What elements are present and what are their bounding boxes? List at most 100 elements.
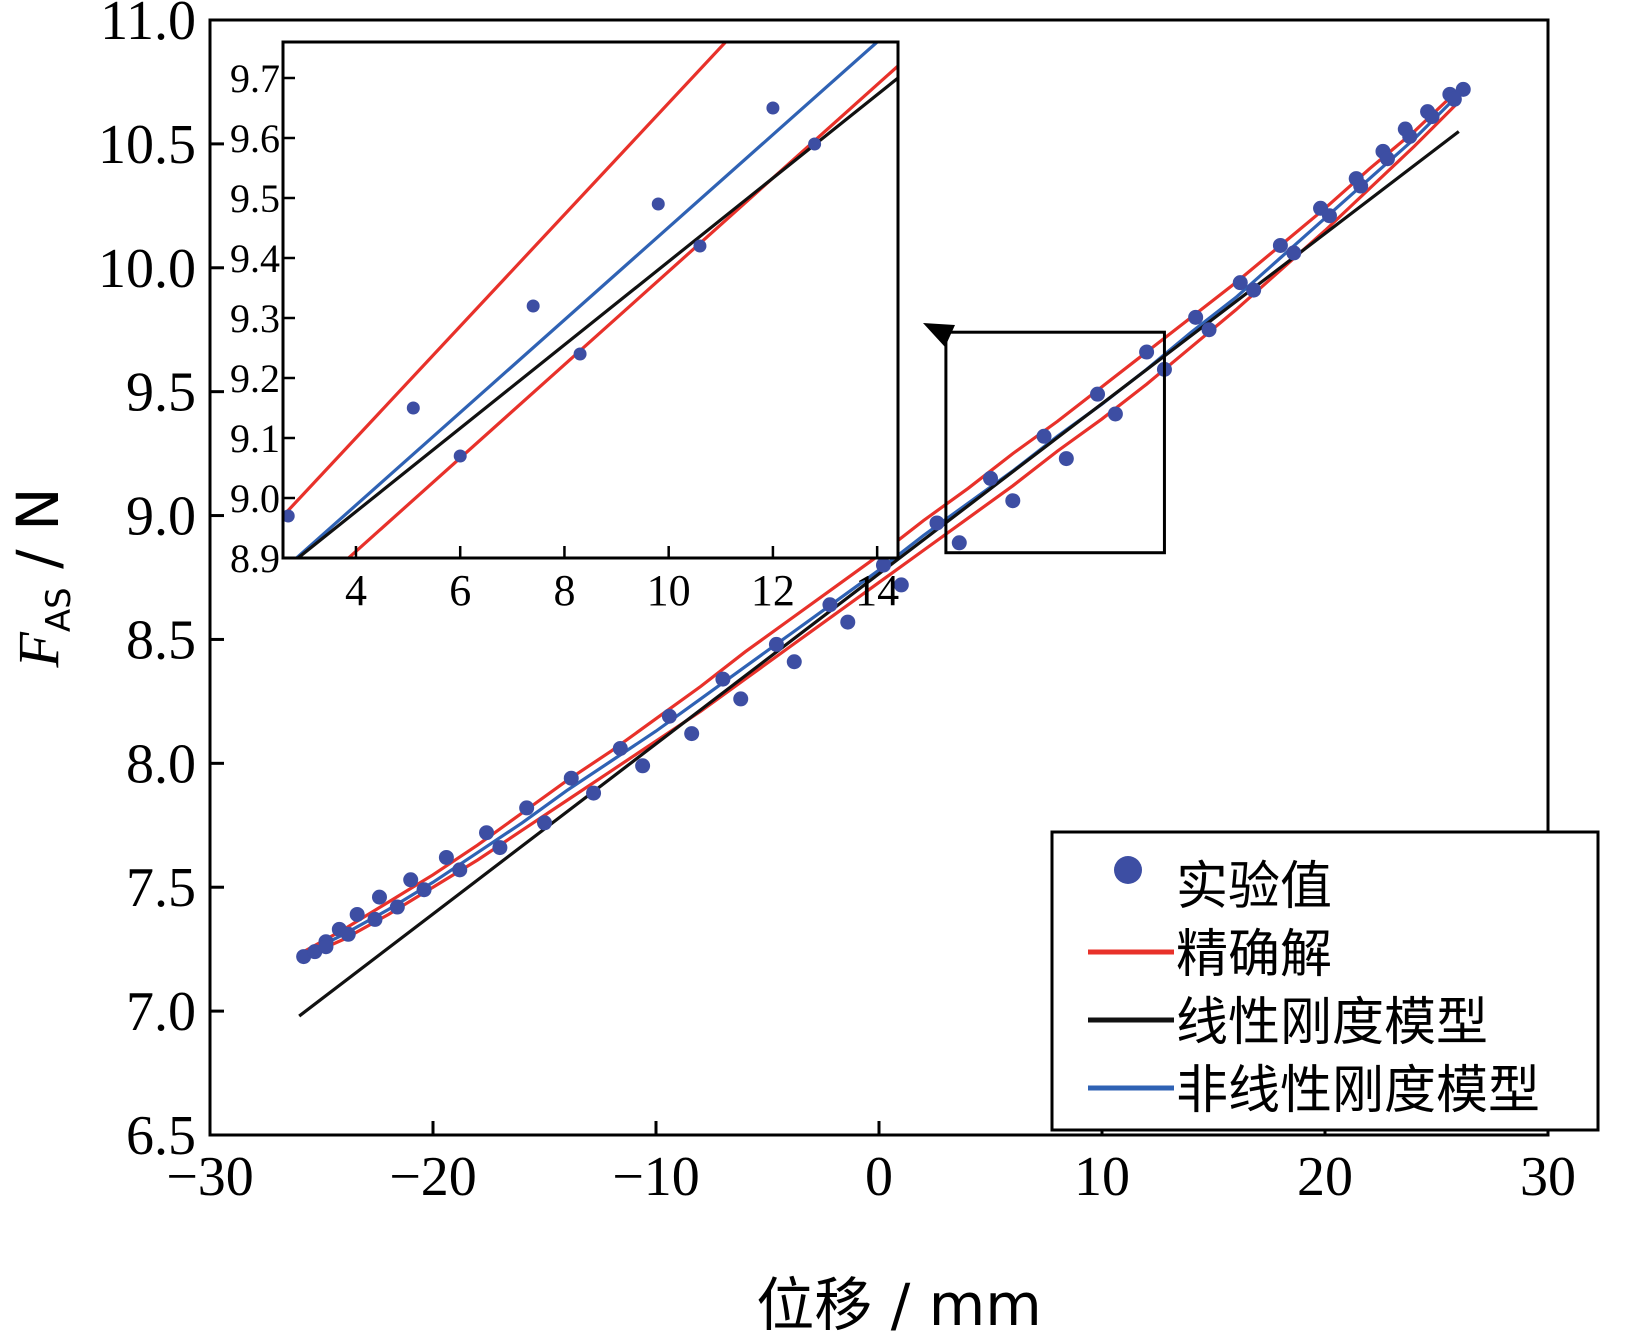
inset-x-tick-label: 6: [449, 566, 471, 615]
inset-x-tick-label: 8: [553, 566, 575, 615]
inset-y-tick-label: 9.7: [230, 56, 280, 101]
data-point: [1188, 309, 1204, 325]
series-line-line-1: [298, 100, 1460, 961]
data-point: [1090, 386, 1106, 402]
inset-y-tick-label: 9.0: [230, 476, 280, 521]
inset-background: [283, 42, 898, 558]
inset-y-tick-label: 9.5: [230, 176, 280, 221]
data-point: [651, 197, 665, 211]
inset-y-tick-label: 9.1: [230, 416, 280, 461]
data-point: [1353, 178, 1369, 194]
data-point: [586, 785, 602, 801]
data-point: [406, 401, 420, 415]
data-point: [635, 758, 651, 774]
y-axis-title-var: F: [6, 632, 71, 669]
inset-plot: 4 6 8 10 12 14 8.9 9.0 9.1 9.2 9.3 9.4 9.5 9.6 9.7: [230, 40, 955, 615]
data-point: [453, 449, 467, 463]
legend-label: 实验值: [1176, 857, 1332, 917]
series-line-line-3: [298, 130, 1460, 1018]
series-line-line-3: [295, 76, 898, 558]
data-point: [349, 906, 365, 922]
y-tick-label: 10.5: [98, 114, 196, 176]
data-point: [661, 708, 677, 724]
data-point: [452, 862, 468, 878]
legend-label: 精确解: [1176, 925, 1332, 985]
zoom-arrow-head: [923, 323, 955, 347]
data-point: [951, 535, 967, 551]
data-point: [283, 509, 295, 523]
data-point: [371, 889, 387, 905]
x-tick-label: 0: [865, 1146, 893, 1208]
inset-x-tick-label: 14: [855, 566, 899, 615]
legend-box: [1050, 830, 1600, 1132]
data-point: [1455, 81, 1471, 97]
data-point: [715, 671, 731, 687]
inset-y-tick-label: 9.2: [230, 356, 280, 401]
inset-x-tick-label: 4: [345, 566, 367, 615]
data-point: [983, 470, 998, 486]
data-point: [929, 515, 945, 531]
data-point: [612, 740, 628, 756]
y-tick-label: 10.0: [98, 238, 196, 300]
data-point: [438, 849, 454, 865]
y-tick-label: 6.5: [126, 1105, 196, 1167]
x-tick-label: 30: [1520, 1146, 1576, 1208]
data-point: [822, 597, 838, 613]
inset-series: [283, 42, 898, 558]
x-tick-label: −30: [166, 1146, 254, 1208]
legend-label: 非线性刚度模型: [1176, 1061, 1540, 1121]
data-point: [1058, 451, 1074, 467]
data-point: [808, 137, 822, 151]
y-axis-title: FAS / N: [4, 487, 79, 668]
data-point: [1232, 275, 1248, 291]
data-point: [1107, 406, 1123, 422]
data-point: [573, 347, 587, 361]
data-point: [367, 911, 383, 927]
inset-y-tick-label: 8.9: [230, 536, 280, 581]
series-line-line-1: [346, 64, 898, 558]
x-axis-title: 位移 / mm: [756, 1271, 1041, 1339]
data-point: [318, 939, 334, 955]
data-point: [1379, 151, 1395, 167]
data-point: [1139, 344, 1155, 360]
y-axis-title-sub: AS: [39, 587, 79, 632]
data-point: [1402, 128, 1418, 144]
data-point: [1036, 428, 1052, 444]
x-tick-label: −20: [389, 1146, 477, 1208]
x-tick-label: 20: [1297, 1146, 1353, 1208]
data-point: [340, 926, 356, 942]
data-point: [563, 770, 579, 786]
data-point: [693, 239, 707, 253]
main-plot: −30 −20 −10 0 10 20 30 6.5 7.0 7.5 8.0 8.5 9.0 9.5 10.…: [4, 0, 1576, 1339]
inset-y-tick-label: 9.6: [230, 116, 280, 161]
data-point: [1005, 493, 1021, 509]
data-point: [893, 577, 909, 593]
data-point: [492, 840, 508, 856]
data-point: [1424, 109, 1440, 125]
inset-y-tick-label: 9.4: [230, 236, 280, 281]
y-tick-label: 9.5: [126, 362, 196, 424]
y-tick-label: 7.5: [126, 857, 196, 919]
main-series: [296, 81, 1471, 1018]
data-point: [526, 299, 540, 313]
series-line-line-0: [283, 42, 728, 518]
data-point: [389, 899, 405, 915]
x-tick-label: −10: [612, 1146, 700, 1208]
legend-marker-dot: [1114, 856, 1142, 884]
data-point: [733, 691, 749, 707]
data-point: [479, 825, 495, 841]
data-point: [403, 872, 419, 888]
zoom-box: [944, 330, 1166, 555]
inset-y-tick-label: 9.3: [230, 296, 280, 341]
data-point: [1201, 322, 1217, 338]
data-point: [768, 636, 784, 652]
data-point: [786, 654, 802, 670]
y-axis-title-unit: / N: [4, 487, 72, 587]
data-point: [766, 101, 780, 115]
data-point: [1246, 282, 1262, 298]
y-tick-label: 8.0: [126, 733, 196, 795]
y-tick-label: 8.5: [126, 609, 196, 671]
y-tick-label: 9.0: [126, 486, 196, 548]
data-point: [1286, 245, 1302, 261]
